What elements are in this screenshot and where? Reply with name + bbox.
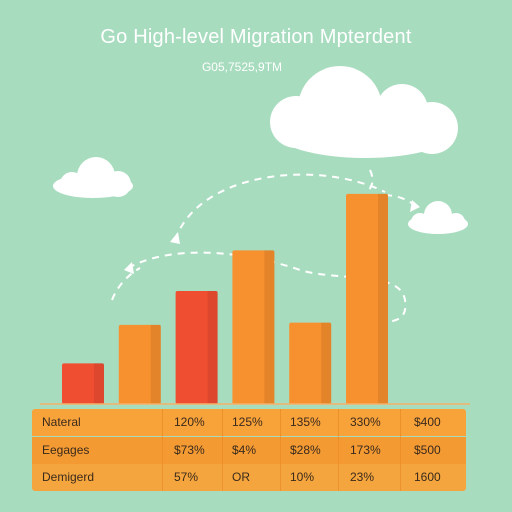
bar-shade-2 [150,324,161,404]
cloud-large-icon [270,66,458,158]
table-cell: OR [232,470,250,484]
table-cell: 120% [174,415,205,429]
table-cell: 57% [174,470,199,484]
bar-1 [62,363,104,404]
bar-2 [118,324,161,404]
row-label: Nateral [42,415,81,429]
table-cell: 10% [290,470,315,484]
bar-6 [346,193,388,404]
table-cell: 135% [290,415,321,429]
table-row: Nateral 120% 125% 135% 330% $400 [32,409,466,436]
bar-shade-4 [264,250,275,404]
bar-shade-3 [207,291,218,404]
chart-title: Go High-level Migration Mpterdent [100,26,412,48]
row-label: Eegages [42,443,90,457]
migration-arrows [111,169,417,323]
column-divider [338,409,339,491]
column-divider [280,409,281,491]
table-cell: 23% [350,470,375,484]
row-label: Demigerd [42,470,95,484]
bar-shade-6 [378,193,388,404]
table-cell: 125% [232,415,263,429]
bar-shade-5 [321,322,332,404]
column-divider [400,409,401,491]
table-cell: $500 [414,443,441,457]
table-row: Eegages $73% $4% $28% 173% $500 [32,437,466,464]
chart-subtitle: G05,7525,9TM [201,60,283,74]
bar-shade-1 [94,363,104,404]
data-table: Nateral 120% 125% 135% 330% $400 Eegages… [32,409,466,491]
table-cell: $73% [174,443,205,457]
column-divider [222,409,223,491]
table-cell: 173% [350,443,381,457]
bar-5 [289,322,332,404]
cloud-small-icon [408,201,468,234]
table-cell: $4% [232,443,257,457]
table-cell: $28% [290,443,321,457]
bar-4 [232,250,275,404]
column-divider [162,409,163,491]
table-row: Demigerd 57% OR 10% 23% 1600 [32,464,466,491]
arrow-heads [124,200,420,274]
cloud-left-icon [53,157,133,198]
bars-group [62,193,388,404]
table-cell: 1600 [414,470,441,484]
table-cell: $400 [414,415,441,429]
bar-3 [175,291,218,404]
table-cell: 330% [350,415,381,429]
